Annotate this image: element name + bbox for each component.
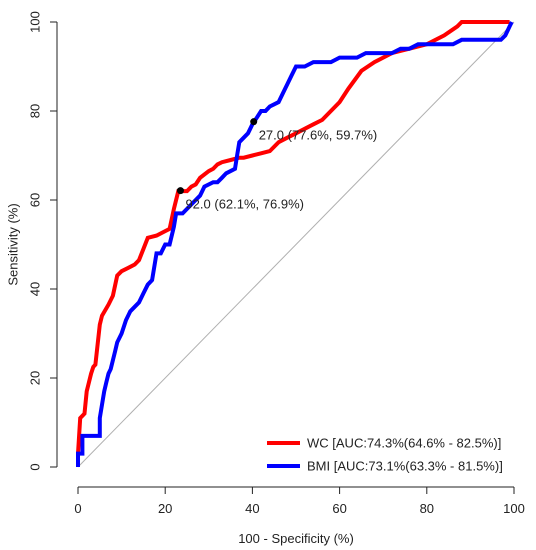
y-tick-label: 20 (27, 371, 42, 385)
annotation-point (250, 118, 258, 126)
y-tick-label: 0 (27, 463, 42, 470)
x-tick-label: 60 (332, 501, 346, 516)
x-tick-label: 80 (420, 501, 434, 516)
y-axis: 0 20 40 60 80 100 Sensitivity (%) (5, 11, 58, 471)
series-line-bmi (76, 21, 514, 467)
x-axis-title: 100 - Specificity (%) (238, 531, 354, 546)
x-tick-label: 100 (503, 501, 525, 516)
annotation-label: 92.0 (62.1%, 76.9%) (185, 197, 304, 212)
reference-diagonal-line (77, 21, 515, 468)
annotation-label: 27.0 (77.6%, 59.7%) (259, 128, 378, 143)
x-tick-group: 0 20 40 60 80 100 (74, 487, 525, 516)
legend-label-wc: WC [AUC:74.3%(64.6% - 82.5%)] (307, 436, 501, 451)
series-layer (76, 20, 514, 467)
x-axis: 0 20 40 60 80 100 100 - Specificity (%) (74, 486, 525, 546)
x-tick-label: 20 (158, 501, 172, 516)
plot-area: 92.0 (62.1%, 76.9%) 27.0 (77.6%, 59.7%) (76, 20, 515, 468)
y-tick-group: 0 20 40 60 80 100 (27, 11, 57, 471)
y-tick-label: 40 (27, 282, 42, 296)
x-tick-label: 40 (245, 501, 259, 516)
y-tick-label: 60 (27, 193, 42, 207)
legend-label-bmi: BMI [AUC:73.1%(63.3% - 81.5%)] (307, 459, 503, 474)
x-tick-label: 0 (74, 501, 81, 516)
y-axis-title: Sensitivity (%) (5, 203, 20, 285)
legend: WC [AUC:74.3%(64.6% - 82.5%)] BMI [AUC:7… (267, 436, 503, 474)
y-tick-label: 100 (27, 11, 42, 33)
y-tick-label: 80 (27, 104, 42, 118)
annotation-point (176, 187, 184, 195)
annotation-layer: 92.0 (62.1%, 76.9%) 27.0 (77.6%, 59.7%) (176, 118, 378, 212)
